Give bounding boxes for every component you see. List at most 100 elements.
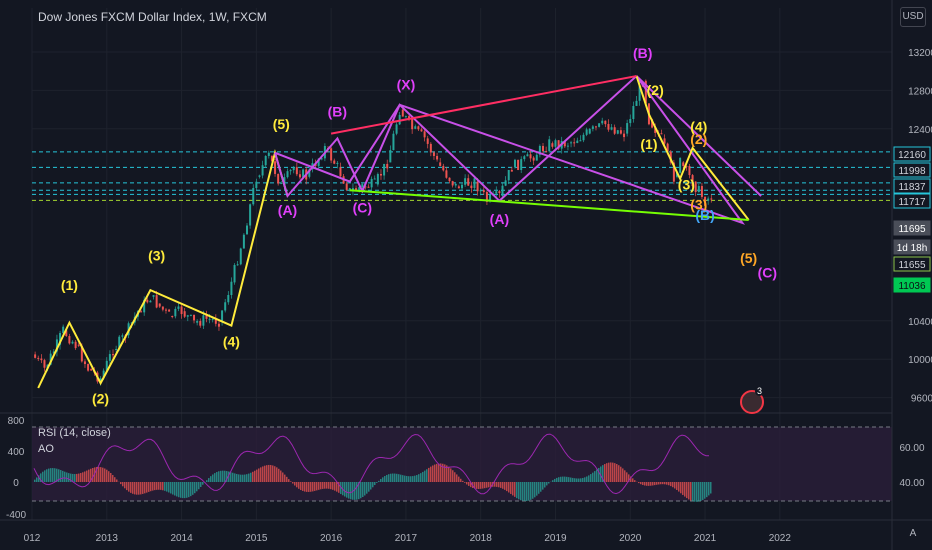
candle-body [566, 145, 569, 147]
ao-bar [184, 482, 186, 499]
candle-body [90, 368, 93, 371]
candle-body [108, 354, 111, 361]
candle-body [37, 357, 40, 359]
candle-body [171, 316, 174, 317]
candle-body [395, 124, 398, 134]
candle-body [619, 130, 622, 134]
ao-bar [166, 482, 168, 492]
wave-line [635, 75, 750, 221]
candle-body [411, 118, 414, 130]
wave-line [37, 148, 289, 389]
ao-bar [224, 470, 226, 482]
candle-body [249, 204, 252, 226]
ao-bar [292, 482, 294, 484]
ao-bar [312, 482, 314, 492]
ao-bar [462, 480, 464, 482]
ao-bar [684, 482, 686, 497]
candle-body [542, 145, 545, 152]
candle-body [629, 119, 632, 124]
ao-bar [100, 467, 102, 482]
price-box-label: 11717 [898, 197, 926, 208]
ao-bar [42, 471, 44, 482]
ao-bar [560, 476, 562, 482]
price-tick-label: 12800 [908, 86, 932, 97]
candle-body [672, 162, 675, 182]
ao-bar [346, 482, 348, 498]
ao-bar [334, 482, 336, 491]
ao-bar [698, 482, 700, 502]
ao-bar [326, 482, 328, 489]
ao-bar [628, 474, 630, 482]
candle-body [189, 314, 192, 316]
candle-body [594, 126, 597, 128]
candle-body [607, 124, 610, 130]
ao-bar [262, 466, 264, 482]
candle-body [295, 167, 298, 175]
ao-bar [662, 482, 664, 485]
ao-bar [380, 478, 382, 482]
ao-bar [610, 462, 612, 482]
ao-bar [522, 482, 524, 501]
ao-bar [670, 482, 672, 487]
ao-bar [212, 474, 214, 482]
ao-bar [200, 482, 202, 488]
ao-bar [176, 482, 178, 497]
rsi-legend[interactable]: RSI (14, close) [38, 427, 111, 439]
ao-bar [80, 473, 82, 482]
ao-bar [566, 476, 568, 482]
candle-body [62, 326, 65, 334]
candle-body [445, 170, 448, 178]
time-tick-label: 2019 [544, 533, 567, 544]
ao-bar [308, 482, 310, 492]
ao-bar [502, 482, 504, 489]
ao-bar [460, 478, 462, 482]
ao-bar [524, 482, 526, 502]
ao-bar [364, 482, 366, 496]
candle-body [370, 178, 373, 188]
ao-bar [406, 475, 408, 482]
candle-body [367, 186, 370, 188]
candle-body [361, 184, 364, 188]
ao-bar [338, 482, 340, 493]
ao-bar [440, 463, 442, 482]
ao-bar [556, 477, 558, 482]
wave-label: (4) [223, 334, 240, 350]
candle-body [685, 165, 688, 167]
ao-bar [208, 478, 210, 482]
ao-bar [538, 482, 540, 494]
ao-bar [602, 465, 604, 482]
ao-bar [676, 482, 678, 490]
ao-bar [668, 482, 670, 486]
auto-scale-button[interactable]: A [909, 528, 917, 539]
candle-body [292, 167, 295, 171]
ao-bar [412, 476, 414, 482]
ao-bar [418, 474, 420, 482]
price-series [34, 79, 713, 386]
ao-bar [170, 482, 172, 494]
ao-bar [504, 482, 506, 490]
candle-body [582, 134, 585, 141]
candle-body [461, 184, 463, 189]
ao-bar [648, 482, 650, 486]
currency-selector[interactable]: USD [900, 7, 926, 27]
candle-body [613, 127, 616, 134]
price-tick-label: 10000 [908, 355, 932, 366]
news-count: 3 [755, 386, 765, 396]
candle-body [355, 188, 358, 191]
candle-body [601, 120, 604, 124]
ao-bar [596, 469, 598, 482]
ao-legend[interactable]: AO [38, 443, 54, 455]
candle-body [448, 177, 451, 182]
time-tick-label: 2020 [619, 533, 642, 544]
ao-bar [350, 482, 352, 500]
ao-bar [400, 474, 402, 482]
ao-bar [278, 468, 280, 482]
wave-label: (2) [92, 390, 109, 406]
ao-bar [198, 482, 200, 490]
candle-body [554, 140, 557, 147]
candle-body [105, 360, 108, 371]
ao-bar [678, 482, 680, 492]
candle-body [688, 166, 691, 176]
ao-bar [526, 482, 528, 502]
